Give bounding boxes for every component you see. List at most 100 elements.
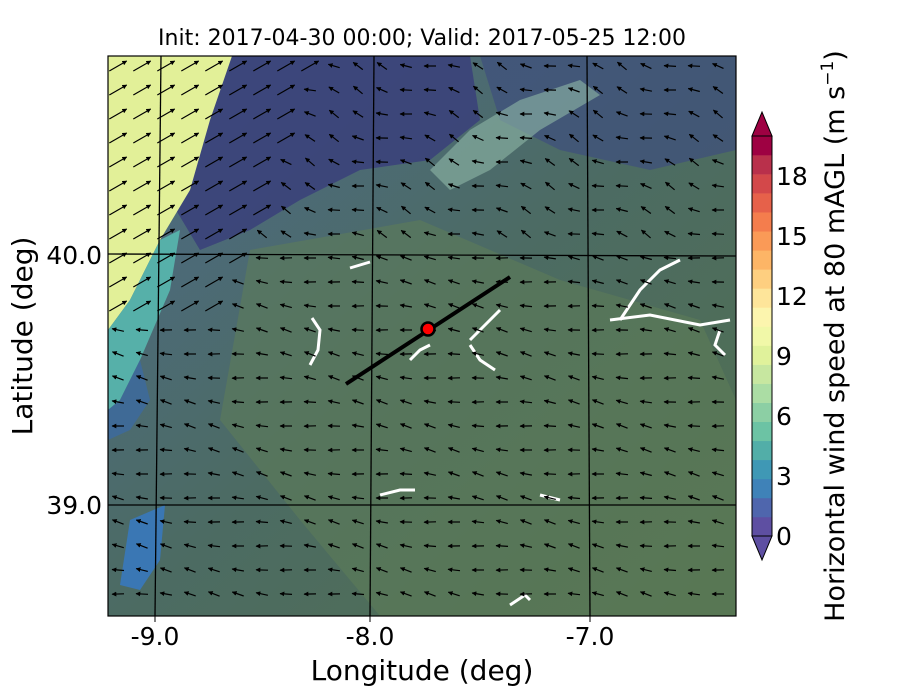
wind-arrow bbox=[303, 495, 316, 501]
wind-arrow bbox=[711, 375, 725, 381]
wind-arrow bbox=[135, 327, 149, 333]
wind-arrow bbox=[255, 351, 269, 357]
wind-arrow bbox=[375, 447, 389, 453]
wind-arrow bbox=[109, 276, 128, 288]
wind-arrow bbox=[279, 327, 292, 333]
wind-arrow bbox=[400, 229, 412, 239]
wind-arrow bbox=[231, 279, 244, 285]
wind-arrow bbox=[615, 207, 628, 213]
wind-arrow bbox=[181, 228, 200, 240]
wind-arrow bbox=[303, 471, 317, 476]
wind-arrow bbox=[447, 303, 460, 309]
wind-arrow bbox=[207, 567, 220, 573]
wind-arrow bbox=[328, 109, 340, 119]
wind-arrow bbox=[424, 206, 436, 214]
wind-arrow bbox=[205, 84, 224, 96]
wind-arrow bbox=[665, 181, 675, 191]
wind-arrow bbox=[519, 543, 533, 548]
wind-arrow bbox=[256, 229, 268, 239]
wind-arrow bbox=[399, 471, 413, 477]
wind-arrow bbox=[157, 156, 176, 168]
wind-arrow bbox=[304, 134, 316, 142]
coastal-high-wind bbox=[108, 56, 232, 330]
wind-arrow bbox=[157, 276, 176, 288]
colorbar-tick-label: 18 bbox=[776, 162, 808, 191]
wind-arrow bbox=[543, 543, 556, 549]
wind-arrow bbox=[543, 471, 557, 477]
wind-arrow bbox=[207, 423, 220, 429]
wind-arrow bbox=[543, 567, 557, 573]
wind-arrow bbox=[663, 303, 676, 309]
wind-arrow bbox=[351, 423, 365, 429]
wind-arrow bbox=[423, 399, 437, 405]
wind-arrow bbox=[663, 327, 676, 333]
wind-arrow bbox=[495, 471, 508, 477]
wind-arrow bbox=[109, 156, 128, 168]
wind-arrow bbox=[181, 276, 200, 288]
wind-arrow bbox=[159, 423, 172, 429]
wind-arrow bbox=[181, 108, 200, 120]
colorbar-tick-label: 3 bbox=[776, 462, 792, 491]
wind-arrow bbox=[399, 543, 413, 548]
wind-arrow bbox=[471, 327, 484, 333]
wind-arrow bbox=[183, 567, 196, 573]
wind-arrow bbox=[376, 87, 388, 93]
wind-arrow bbox=[231, 423, 244, 429]
wind-arrow bbox=[135, 495, 149, 501]
wind-arrow bbox=[423, 279, 436, 285]
wind-arrow bbox=[229, 180, 248, 192]
wind-arrow bbox=[205, 180, 224, 192]
colorbar-swatch bbox=[752, 478, 772, 499]
y-tick-label: 39.0 bbox=[46, 491, 102, 520]
wind-arrow bbox=[473, 85, 483, 95]
wind-arrow bbox=[519, 303, 533, 309]
wind-arrow bbox=[399, 567, 412, 573]
wind-arrow bbox=[303, 327, 316, 333]
wind-arrow bbox=[301, 60, 320, 72]
wind-arrow bbox=[351, 159, 365, 165]
wind-arrow bbox=[351, 327, 365, 333]
wind-arrow bbox=[712, 86, 724, 94]
wind-arrow bbox=[351, 567, 364, 573]
wind-arrow bbox=[711, 303, 725, 309]
wind-arrow bbox=[231, 327, 245, 332]
wind-arrow bbox=[229, 108, 248, 120]
wind-arrow bbox=[303, 519, 316, 525]
wind-arrow bbox=[663, 63, 677, 69]
wind-arrow bbox=[688, 110, 700, 118]
wind-arrow bbox=[591, 231, 605, 237]
wind-arrow bbox=[592, 134, 604, 142]
wind-arrow bbox=[375, 519, 389, 525]
colorbar-swatch bbox=[752, 383, 772, 403]
wind-arrow bbox=[181, 180, 200, 192]
wind-arrow bbox=[229, 156, 248, 168]
wind-arrow bbox=[376, 62, 388, 70]
wind-arrow bbox=[255, 495, 268, 501]
wind-arrow bbox=[205, 108, 224, 120]
wind-arrow bbox=[111, 495, 124, 501]
wind-arrow bbox=[687, 471, 700, 477]
wind-arrow bbox=[663, 255, 677, 261]
y-tick-label: 40.0 bbox=[46, 241, 102, 270]
wind-arrow bbox=[615, 447, 628, 453]
wind-arrow bbox=[157, 252, 176, 264]
wind-arrow bbox=[281, 205, 291, 215]
wind-arrow bbox=[351, 399, 364, 405]
y-axis-label: Latitude (deg) bbox=[6, 237, 39, 436]
wind-arrow bbox=[639, 447, 652, 453]
wind-arrow bbox=[135, 423, 148, 429]
wind-arrow bbox=[543, 423, 557, 429]
wind-arrow bbox=[663, 351, 677, 357]
wind-arrow bbox=[423, 423, 436, 429]
wind-arrow bbox=[447, 567, 461, 573]
wind-arrow bbox=[448, 158, 460, 166]
wind-arrow bbox=[133, 300, 152, 312]
wind-arrow bbox=[639, 399, 652, 405]
wind-arrow bbox=[639, 159, 653, 165]
wind-arrow bbox=[640, 183, 652, 189]
wind-arrow bbox=[449, 133, 459, 143]
wind-arrow bbox=[207, 471, 221, 477]
wind-arrow bbox=[423, 543, 437, 549]
wind-arrow bbox=[205, 252, 224, 264]
wind-arrow bbox=[615, 423, 628, 429]
